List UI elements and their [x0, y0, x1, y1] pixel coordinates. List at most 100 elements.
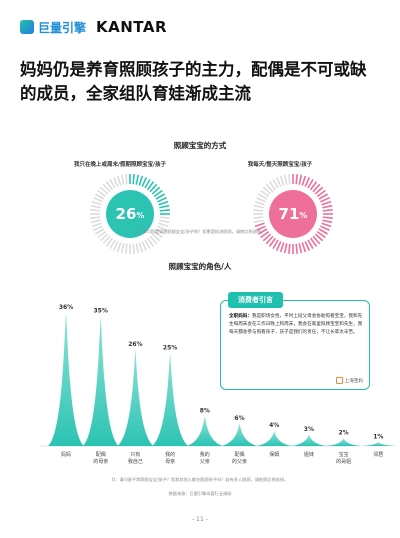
donut-right-tick: [275, 177, 282, 187]
donut-right-tick: [272, 239, 279, 250]
donut-right-tick: [321, 222, 332, 228]
donut-left-tick: [135, 243, 140, 254]
donut-left-tick: [159, 216, 170, 219]
headline-line-2: 的成员，全家组队育娃渐成主流: [20, 84, 251, 103]
donut-left-tick: [146, 237, 155, 247]
donut-left-tick: [141, 241, 148, 251]
donut-right-tick: [312, 183, 321, 193]
donut-left-tick: [155, 193, 166, 200]
care-method-title: 照顾宝宝的方式: [173, 141, 227, 150]
chart-value-label: 1%: [373, 433, 383, 440]
donut-left-tick: [159, 209, 170, 212]
donut-right-tick: [257, 193, 268, 200]
donut-left-tick: [153, 230, 163, 239]
chart-bar: [360, 442, 397, 446]
donut-left-tick: [112, 177, 119, 187]
donut-left-tick: [151, 233, 161, 242]
chart-value-label: 25%: [163, 345, 177, 352]
quote-body: 我是职场女性，平时上班父母会协助照看宝宝，我和先生每周末会在工作日晚上和周末，我…: [229, 314, 363, 336]
kantar-logo: KANTAR: [96, 18, 168, 36]
donut-left-tick: [120, 174, 125, 185]
donut-right-tick: [272, 178, 279, 189]
chart-bar: [256, 431, 293, 446]
chart-bar: [48, 312, 84, 446]
donut-right-tick: [307, 178, 314, 189]
chart-category-label: 父亲: [200, 458, 210, 465]
donut-right-tick: [301, 242, 307, 253]
donut-left-label: 我只在晚上或周末/假期照顾宝宝/孩子: [73, 162, 167, 168]
chart-value-label: 26%: [128, 341, 142, 348]
donut-left-tick: [94, 228, 105, 235]
donut-left-tick: [155, 228, 166, 235]
donut-right-tick: [268, 181, 277, 191]
donut-left-ring: [90, 174, 170, 254]
chart-category-label: 的父亲: [232, 458, 247, 465]
donut-right-tick: [257, 228, 268, 235]
donut-left-tick: [159, 219, 170, 224]
chart-value-label: 3%: [304, 426, 314, 433]
donut-right-tick: [321, 200, 332, 206]
chart-category-label: 姐妹: [304, 451, 314, 458]
donut-left-tick: [144, 178, 151, 189]
donut-right-tick: [307, 239, 314, 250]
donut-right-tick: [256, 225, 266, 232]
chart-category-label: 配偶: [234, 451, 244, 458]
quote-tag: 消费者引言: [228, 292, 283, 308]
donut-right-tick: [322, 204, 333, 209]
donut-right-tick: [316, 189, 326, 198]
donut-right-tick: [304, 177, 311, 187]
donut-left-tick: [94, 193, 105, 200]
chart-category-label: 邻居: [373, 451, 383, 458]
chart-category-label: 的母亲: [93, 458, 108, 465]
chart-category-label: 的哥姐: [336, 458, 351, 465]
donut-left-tick: [99, 186, 109, 195]
chart-category-label: 妈妈: [61, 451, 71, 458]
donut-left-tick: [157, 196, 167, 203]
page-headline: 妈妈仍是养育照顾孩子的主力，配偶是不可或缺 的成员，全家组队育娃渐成主流: [20, 58, 382, 106]
donut-left-tick: [112, 241, 119, 251]
donut-right-tick: [320, 225, 330, 232]
donut-left-tick: [116, 242, 122, 253]
logo-bar: 巨量引擎 KANTAR: [20, 18, 167, 36]
donut-right-tick: [316, 230, 326, 239]
donut-right-tick: [262, 186, 272, 195]
chart-category-label: 母亲: [165, 458, 175, 465]
donut-left-tick: [102, 235, 111, 245]
donut-right-ring: [253, 174, 333, 254]
chart-value-label: 6%: [234, 415, 244, 422]
donut-left-tick: [93, 196, 103, 203]
donut-right-tick: [275, 241, 282, 251]
donut-right-tick: [295, 174, 298, 185]
donut-right-tick: [254, 200, 265, 206]
chart-bar: [290, 434, 327, 446]
quote-speaker: 全职妈妈：: [229, 314, 252, 319]
donut-left-tick: [102, 183, 111, 193]
donut-right-tick: [253, 219, 264, 224]
donut-right-tick: [253, 216, 264, 219]
donut-left-tick: [138, 175, 144, 186]
chart-category-label: 宝宝: [339, 451, 349, 458]
donut-right-tick: [322, 209, 333, 212]
donut-right-tick: [298, 174, 303, 185]
donut-left-tick: [93, 225, 103, 232]
donut-right-center: 71%: [269, 190, 317, 238]
headline-line-1: 妈妈仍是养育照顾孩子的主力，配偶是不可或缺: [20, 60, 367, 79]
question-footnote: Q：请问谁平常照顾宝宝/孩子？您和其他人都在照顾孩子吗？若有多人照顾，请依照比例…: [111, 477, 289, 482]
source-footnote: 数据来源：巨量引擎母婴行业调研: [168, 491, 232, 496]
quote-box: 全职妈妈：我是职场女性，平时上班父母会协助照看宝宝，我和先生每周末会在工作日晚上…: [220, 300, 370, 390]
donut-right-value: 71: [278, 205, 300, 223]
donut-right-tick: [318, 228, 329, 235]
donut-right-unit: %: [299, 211, 308, 220]
chart-category-label: 保姆: [269, 451, 279, 458]
donut-left-tick: [91, 222, 102, 228]
donut-left-tick: [90, 216, 101, 219]
donut-left-tick: [90, 219, 101, 224]
donut-right-tick: [320, 196, 330, 203]
donut-left: 26%: [88, 172, 172, 256]
donut-right-tick: [295, 243, 298, 254]
care-method-note: Q：请问您是如何照顾宝宝/孩子的？如果是轮流照顾，请按比例选择。: [134, 229, 266, 234]
donut-left-tick: [132, 174, 135, 185]
oceanengine-logo: 巨量引擎: [20, 19, 86, 36]
donut-right-tick: [265, 183, 274, 193]
donut-right-tick: [256, 196, 266, 203]
